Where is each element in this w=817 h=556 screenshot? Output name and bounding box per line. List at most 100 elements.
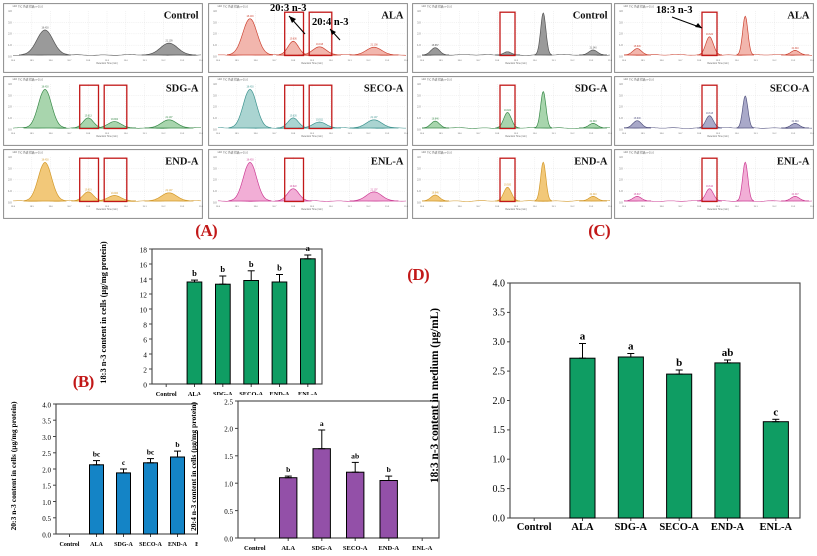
svg-text:1.0: 1.0 [213, 189, 217, 193]
svg-text:END-A: END-A [711, 522, 745, 533]
svg-text:18.646: 18.646 [432, 192, 440, 194]
svg-text:END-A: END-A [379, 545, 400, 552]
svg-text:19.626: 19.626 [290, 115, 298, 117]
svg-text:18.667: 18.667 [432, 45, 440, 47]
svg-text:19.4: 19.4 [199, 133, 203, 135]
svg-text:1.0: 1.0 [417, 189, 421, 193]
svg-text:2.0: 2.0 [619, 105, 623, 109]
svg-text:Retention Time (min): Retention Time (min) [301, 62, 323, 65]
svg-text:Retention Time (min): Retention Time (min) [96, 135, 118, 138]
svg-text:Control: Control [156, 391, 177, 398]
svg-text:TIC 色谱 样品-x-01.0: TIC 色谱 样品-x-01.0 [18, 78, 43, 82]
svg-text:18.403: 18.403 [246, 87, 254, 89]
svg-text:ALA: ALA [571, 522, 594, 533]
svg-text:21.340: 21.340 [590, 47, 598, 49]
svg-text:19.610: 19.610 [706, 186, 714, 188]
svg-text:21.340: 21.340 [590, 121, 598, 123]
svg-text:ENL-A: ENL-A [777, 156, 810, 167]
svg-text:1.0: 1.0 [493, 455, 506, 466]
svg-text:3.0: 3.0 [619, 166, 623, 170]
svg-text:3.5: 3.5 [493, 308, 506, 319]
svg-text:1.0: 1.0 [619, 43, 623, 47]
svg-text:x10: x10 [422, 150, 427, 154]
svg-text:SDG-A: SDG-A [614, 522, 647, 533]
svg-text:SECO-A: SECO-A [343, 545, 368, 552]
svg-text:SECO-A: SECO-A [364, 83, 404, 94]
svg-text:21.340: 21.340 [792, 48, 800, 50]
svg-text:19.619: 19.619 [85, 189, 93, 191]
svg-text:END-A: END-A [165, 156, 199, 167]
svg-text:b: b [286, 465, 290, 474]
svg-text:4.0: 4.0 [213, 82, 217, 86]
svg-text:ENL-A: ENL-A [371, 156, 404, 167]
svg-text:20:3 n-3: 20:3 n-3 [270, 3, 306, 14]
svg-text:0.0: 0.0 [224, 535, 233, 543]
svg-text:20:4 n-3 content in cells (µg/: 20:4 n-3 content in cells (µg/mg protein… [189, 401, 198, 531]
svg-text:19.902: 19.902 [111, 119, 119, 121]
svg-text:18.403: 18.403 [246, 160, 254, 162]
svg-text:4.0: 4.0 [42, 401, 51, 409]
svg-text:18:3 n-3 content in cells (µg/: 18:3 n-3 content in cells (µg/mg protein… [99, 241, 108, 384]
svg-text:10: 10 [140, 305, 148, 314]
svg-text:Retention Time (min): Retention Time (min) [707, 208, 729, 211]
svg-text:18.646: 18.646 [634, 46, 642, 48]
svg-text:4.0: 4.0 [417, 82, 421, 86]
svg-text:Retention Time (min): Retention Time (min) [707, 135, 729, 138]
svg-text:19.911: 19.911 [316, 119, 324, 121]
svg-text:4.0: 4.0 [417, 9, 421, 13]
svg-text:TIC 色谱 样品-x-01.0: TIC 色谱 样品-x-01.0 [18, 5, 43, 9]
svg-text:2.0: 2.0 [417, 105, 421, 109]
svg-text:18.403: 18.403 [41, 160, 49, 162]
svg-text:0.0: 0.0 [8, 200, 12, 204]
svg-text:Retention Time (min): Retention Time (min) [707, 62, 729, 65]
svg-text:2.0: 2.0 [213, 178, 217, 182]
svg-text:19.618: 19.618 [706, 113, 714, 115]
svg-text:1.5: 1.5 [224, 453, 233, 461]
svg-text:18: 18 [140, 245, 148, 254]
svg-text:1.0: 1.0 [417, 43, 421, 47]
svg-text:4.0: 4.0 [619, 155, 623, 159]
svg-text:3.0: 3.0 [493, 337, 506, 348]
svg-text:18:3 n-3: 18:3 n-3 [656, 5, 692, 16]
svg-text:4: 4 [143, 350, 147, 359]
svg-text:b: b [277, 263, 282, 273]
svg-text:19.4: 19.4 [608, 60, 612, 62]
svg-text:TIC 色谱 样品-x-01.0: TIC 色谱 样品-x-01.0 [223, 78, 248, 82]
svg-text:0.5: 0.5 [42, 515, 51, 523]
svg-text:19.613: 19.613 [85, 115, 93, 117]
svg-text:3.0: 3.0 [619, 93, 623, 97]
svg-text:2.0: 2.0 [8, 178, 12, 182]
svg-text:b: b [192, 268, 197, 278]
svg-text:19.4: 19.4 [810, 206, 814, 208]
svg-text:20:3 n-3 content in cells (µg/: 20:3 n-3 content in cells (µg/mg protein… [9, 401, 18, 531]
svg-text:14: 14 [140, 275, 148, 284]
svg-text:0.0: 0.0 [8, 127, 12, 131]
svg-text:END-A: END-A [574, 156, 608, 167]
svg-text:ALA: ALA [281, 545, 295, 552]
svg-text:x10: x10 [13, 77, 18, 81]
svg-text:21.108: 21.108 [370, 45, 378, 47]
svg-text:19.920: 19.920 [504, 185, 512, 187]
svg-text:8: 8 [143, 320, 147, 329]
svg-text:Control: Control [573, 10, 608, 21]
svg-text:3.0: 3.0 [8, 93, 12, 97]
svg-text:21.107: 21.107 [165, 190, 173, 192]
svg-text:Retention Time (min): Retention Time (min) [96, 208, 118, 211]
svg-text:x10: x10 [624, 77, 629, 81]
svg-text:21.107: 21.107 [370, 189, 378, 191]
svg-text:6: 6 [143, 335, 147, 344]
svg-text:TIC 色谱 样品-x-01.0: TIC 色谱 样品-x-01.0 [427, 151, 452, 155]
svg-text:1.0: 1.0 [8, 43, 12, 47]
svg-text:4.0: 4.0 [417, 155, 421, 159]
svg-text:1.0: 1.0 [224, 481, 233, 489]
svg-text:2: 2 [143, 365, 147, 374]
svg-text:Control: Control [244, 545, 266, 552]
svg-text:2.5: 2.5 [224, 398, 233, 406]
svg-text:SECO-A: SECO-A [770, 83, 810, 94]
svg-text:SDG-A: SDG-A [114, 542, 133, 548]
svg-text:19.4: 19.4 [810, 60, 814, 62]
svg-text:21.109: 21.109 [165, 41, 173, 43]
svg-text:1.5: 1.5 [493, 425, 506, 436]
svg-text:SECO-A: SECO-A [139, 542, 162, 548]
svg-text:Retention Time (min): Retention Time (min) [505, 208, 527, 211]
